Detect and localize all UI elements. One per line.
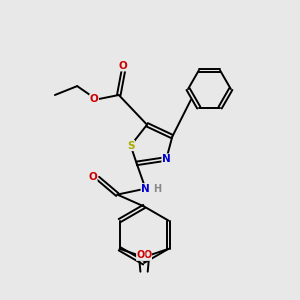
- Text: O: O: [143, 250, 152, 260]
- Text: N: N: [141, 184, 150, 194]
- Text: O: O: [119, 61, 128, 71]
- Text: N: N: [162, 154, 171, 164]
- Text: O: O: [90, 94, 98, 104]
- Text: H: H: [153, 184, 161, 194]
- Text: O: O: [88, 172, 97, 182]
- Text: O: O: [136, 250, 145, 260]
- Text: S: S: [127, 140, 134, 151]
